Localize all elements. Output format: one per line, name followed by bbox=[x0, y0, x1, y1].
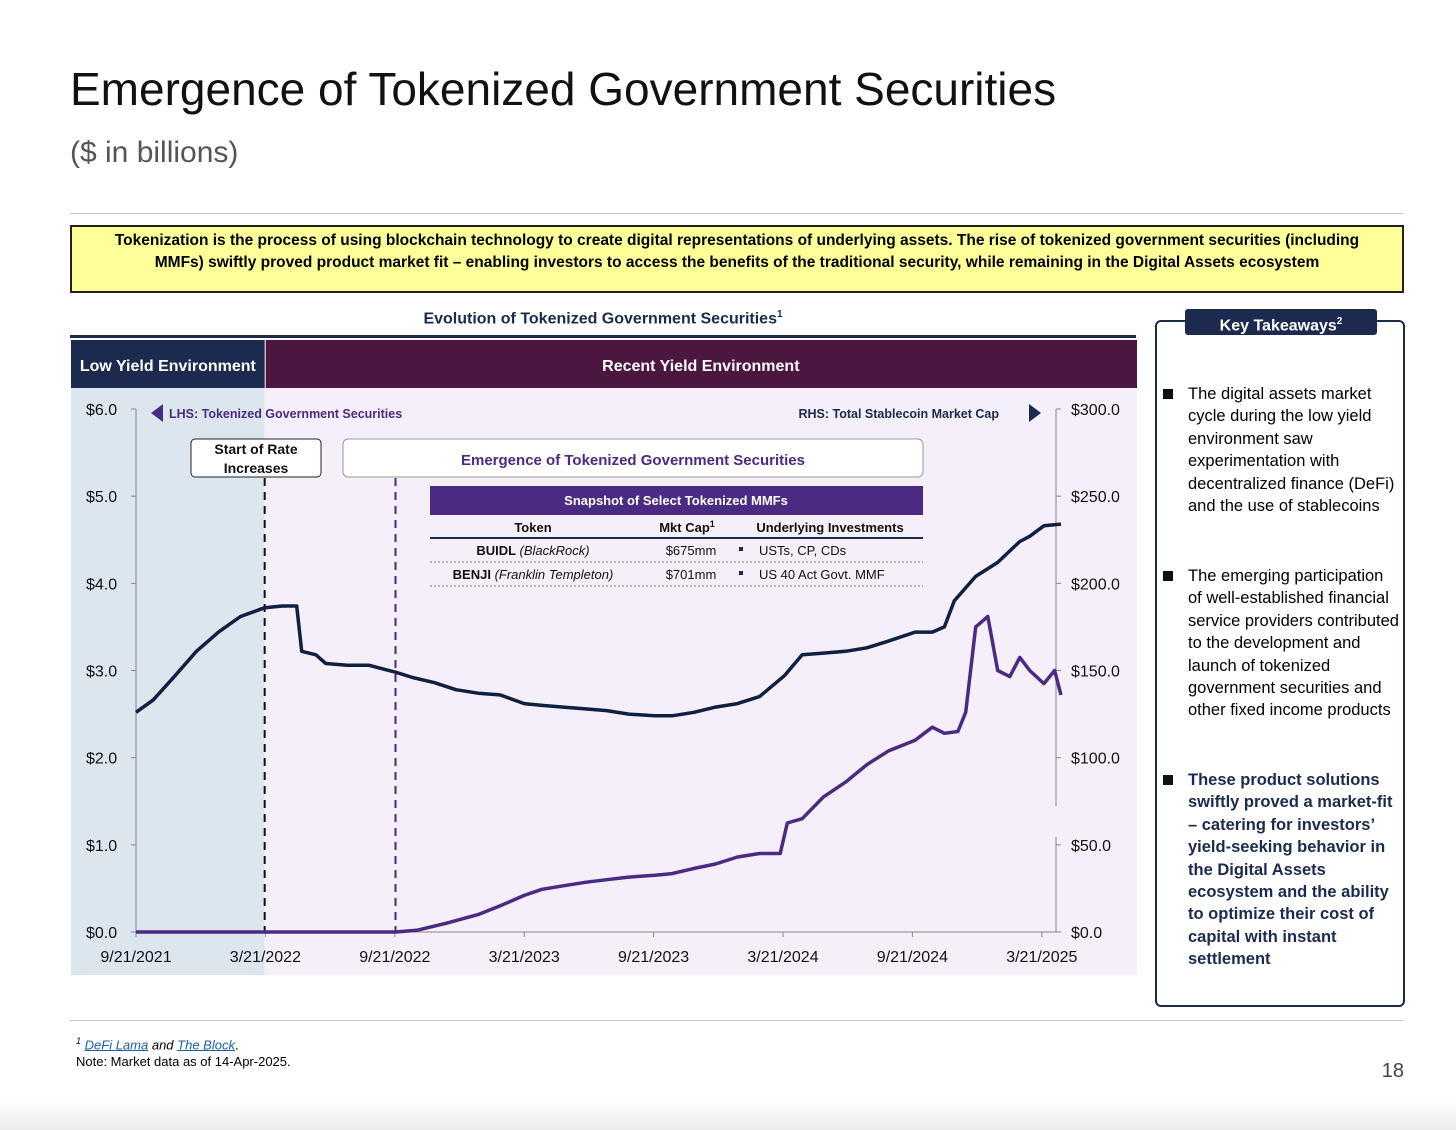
right-arrow-icon bbox=[1029, 404, 1041, 422]
page-number: 18 bbox=[1381, 1060, 1404, 1082]
takeaway-item: The emerging participation of well-estab… bbox=[1163, 565, 1401, 722]
recent-yield-band bbox=[264, 388, 1137, 975]
right-tick-label: $250.0 bbox=[1071, 489, 1120, 506]
left-arrow-icon bbox=[151, 404, 163, 422]
bullet-icon bbox=[739, 547, 743, 551]
page-title: Emergence of Tokenized Government Securi… bbox=[70, 63, 1057, 115]
takeaway-item: These product solutions swiftly proved a… bbox=[1163, 769, 1401, 971]
left-tick-label: $2.0 bbox=[86, 751, 117, 768]
x-tick-label: 9/21/2023 bbox=[618, 949, 689, 966]
right-tick-label: $200.0 bbox=[1071, 576, 1120, 593]
left-tick-label: $4.0 bbox=[86, 576, 117, 593]
snapshot-header bbox=[430, 486, 923, 515]
bullet-icon bbox=[739, 571, 743, 575]
top-divider bbox=[70, 213, 1404, 214]
x-tick-label: 9/21/2022 bbox=[359, 949, 430, 966]
low-yield-label: Low Yield Environment bbox=[80, 358, 257, 375]
snapshot-token: BUIDL (BlackRock) bbox=[476, 543, 589, 558]
mktcap-footnote: 1 bbox=[710, 519, 715, 529]
snapshot-col-header: Mkt Cap1 bbox=[659, 519, 715, 535]
defi-lama-link[interactable]: DeFi Lama bbox=[84, 1037, 149, 1053]
snapshot-col-header: Underlying Investments bbox=[756, 520, 903, 535]
x-tick-label: 3/21/2025 bbox=[1006, 949, 1077, 966]
chart-title-underline bbox=[70, 335, 1136, 338]
rate-increase-label: Increases bbox=[224, 460, 289, 476]
snapshot-investments: US 40 Act Govt. MMF bbox=[759, 567, 885, 582]
x-tick-label: 3/21/2023 bbox=[489, 949, 560, 966]
left-tick-label: $6.0 bbox=[86, 402, 117, 419]
x-tick-label: 9/21/2021 bbox=[100, 949, 171, 966]
chart-title: Evolution of Tokenized Government Securi… bbox=[70, 309, 1136, 328]
footnote-period: . bbox=[234, 1037, 239, 1053]
rate-increase-callout bbox=[190, 438, 322, 478]
tokenized-series-line bbox=[136, 614, 1063, 934]
page-subtitle: ($ in billions) bbox=[70, 136, 239, 169]
snapshot-investments: USTs, CP, CDs bbox=[759, 543, 847, 558]
x-tick-label: 3/21/2022 bbox=[230, 949, 301, 966]
bullet-square-icon bbox=[1163, 775, 1173, 785]
rhs-label: RHS: Total Stablecoin Market Cap bbox=[799, 407, 1000, 421]
x-tick-label: 9/21/2024 bbox=[877, 949, 948, 966]
lhs-label: LHS: Tokenized Government Securities bbox=[169, 407, 402, 421]
chart-title-text: Evolution of Tokenized Government Securi… bbox=[423, 310, 777, 328]
key-takeaways-footnote: 2 bbox=[1336, 316, 1343, 327]
bullet-square-icon bbox=[1163, 571, 1173, 581]
recent-yield-label: Recent Yield Environment bbox=[602, 358, 800, 375]
takeaway-text: The emerging participation of well-estab… bbox=[1188, 567, 1399, 720]
left-tick-label: $5.0 bbox=[86, 489, 117, 506]
token-name: BENJI bbox=[453, 567, 495, 582]
definition-banner: Tokenization is the process of using blo… bbox=[70, 225, 1404, 293]
left-tick-label: $1.0 bbox=[86, 838, 117, 855]
takeaway-item: The digital assets market cycle during t… bbox=[1163, 383, 1401, 517]
snapshot-title: Snapshot of Select Tokenized MMFs bbox=[564, 493, 788, 508]
footnote-marker: 1 bbox=[76, 1036, 82, 1046]
left-tick-label: $0.0 bbox=[86, 925, 117, 942]
bottom-shadow bbox=[0, 1100, 1456, 1130]
low-yield-header bbox=[71, 340, 265, 388]
token-issuer: (BlackRock) bbox=[520, 543, 590, 558]
right-tick-label: $300.0 bbox=[1071, 402, 1120, 419]
key-takeaways-title-text: Key Takeaways bbox=[1219, 317, 1337, 335]
left-tick-label: $3.0 bbox=[86, 664, 117, 681]
token-name: BUIDL bbox=[476, 543, 519, 558]
emergence-callout bbox=[342, 438, 924, 478]
chart-title-footnote: 1 bbox=[776, 309, 783, 320]
chart-svg: Low Yield Environment Recent Yield Enviro… bbox=[71, 340, 1137, 1002]
rate-increase-label: Start of Rate bbox=[214, 441, 297, 457]
recent-yield-header bbox=[265, 340, 1137, 388]
snapshot-token: BENJI (Franklin Templeton) bbox=[453, 567, 614, 582]
source-footnote: 1 DeFi Lama and The Block. bbox=[76, 1036, 239, 1052]
chart-area: Low Yield Environment Recent Yield Enviro… bbox=[71, 340, 1137, 1002]
footnote-and: and bbox=[151, 1037, 174, 1053]
takeaway-text: The digital assets market cycle during t… bbox=[1188, 385, 1395, 516]
bottom-divider bbox=[70, 1020, 1404, 1021]
bullet-square-icon bbox=[1163, 389, 1173, 399]
stablecoins-series-line bbox=[134, 522, 1062, 718]
snapshot-mktcap: $675mm bbox=[666, 543, 717, 558]
right-tick-label: $0.0 bbox=[1071, 925, 1102, 942]
right-tick-label: $150.0 bbox=[1071, 664, 1120, 681]
market-data-note: Note: Market data as of 14-Apr-2025. bbox=[76, 1054, 291, 1069]
snapshot-col-header: Token bbox=[514, 520, 551, 535]
emergence-label: Emergence of Tokenized Government Securi… bbox=[461, 452, 805, 469]
key-takeaways-title: Key Takeaways2 bbox=[1185, 309, 1377, 335]
right-tick-label: $50.0 bbox=[1071, 838, 1111, 855]
right-tick-label: $100.0 bbox=[1071, 751, 1120, 768]
snapshot-mktcap: $701mm bbox=[666, 567, 717, 582]
x-tick-label: 3/21/2024 bbox=[747, 949, 818, 966]
the-block-link[interactable]: The Block bbox=[177, 1037, 235, 1053]
takeaway-text: These product solutions swiftly proved a… bbox=[1188, 771, 1393, 969]
token-issuer: (Franklin Templeton) bbox=[495, 567, 614, 582]
